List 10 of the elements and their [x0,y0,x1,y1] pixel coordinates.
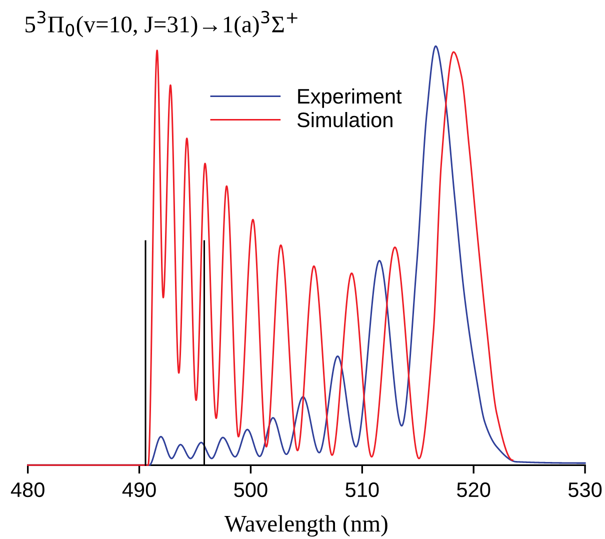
legend-label: Simulation [297,112,392,128]
x-tick-label: 490 [122,482,156,498]
x-tick-label: 480 [10,482,44,498]
x-tick-label: 500 [234,482,268,498]
x-tick-label: 520 [457,482,490,498]
legend-label: Experiment [298,88,402,108]
x-tick-label: 510 [346,482,379,498]
chart-title: 5$^{3}$Π$_{0}$(v=10, J=31)→1(a)$^{3}$Σ$^{+}$ [26,10,298,38]
x-axis-title: Wavelength (nm) [224,515,388,537]
x-tick-label: 530 [568,482,602,498]
